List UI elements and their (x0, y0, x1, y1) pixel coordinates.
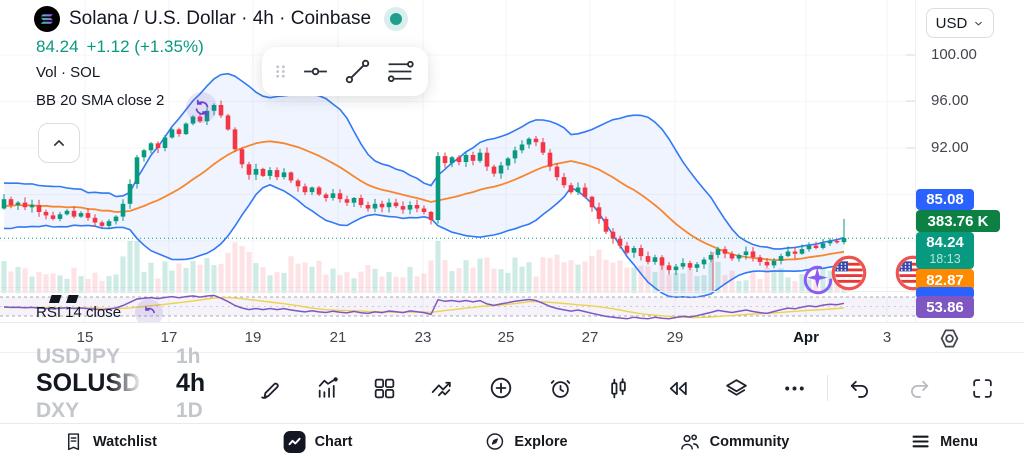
solana-logo-icon (34, 6, 60, 32)
wheel-timeframe[interactable]: 1D (176, 399, 203, 422)
nav-item-menu[interactable]: Menu (910, 431, 978, 452)
chevron-down-icon (975, 21, 983, 26)
ai-sparkle-icon[interactable] (801, 263, 835, 297)
price-tick-label: 92.00 (931, 139, 969, 156)
wheel-symbol[interactable]: SOLUSD (36, 369, 141, 397)
us-flag-event-icon[interactable] (831, 255, 867, 291)
last-price: 84.24 (36, 37, 79, 56)
bar-replay-button[interactable] (661, 372, 693, 404)
wheel-fade-overlay (108, 369, 154, 399)
wheel-timeframe[interactable]: 1h (176, 345, 201, 368)
nav-item-chart[interactable]: Chart (283, 431, 353, 453)
nav-label: Chart (314, 434, 353, 450)
alerts-button[interactable] (544, 372, 576, 404)
price-tick-label: 100.00 (931, 46, 977, 63)
bb-loading-sync-icon (186, 92, 217, 123)
redo-button (903, 372, 935, 404)
price-row: 84.24 +1.12 (+1.35%) (36, 37, 204, 57)
time-tick-label: 21 (329, 329, 347, 346)
volume-indicator-label[interactable]: Vol · SOL (36, 64, 101, 81)
chart-type-button[interactable] (602, 372, 634, 404)
bottom-navigation: Watchlist Chart Explore Community Menu (0, 423, 1024, 461)
price-chart-canvas[interactable] (0, 0, 915, 322)
multi-chart-arrows-button[interactable] (425, 372, 457, 404)
time-axis[interactable]: 15 17 19 21 23 25 27 29 Apr 3 (0, 322, 1024, 353)
fullscreen-button[interactable] (966, 372, 998, 404)
price-change: +1.12 (+1.35%) (86, 37, 204, 56)
time-tick-label: 15 (76, 329, 94, 346)
market-status-icon (384, 7, 409, 31)
bb-indicator-label[interactable]: BB 20 SMA close 2 (36, 92, 165, 109)
wheel-symbol[interactable]: USDJPY (36, 345, 121, 368)
watchlist-icon (63, 431, 84, 452)
time-tick-label: 17 (160, 329, 178, 346)
nav-label: Explore (514, 433, 568, 450)
community-icon (679, 431, 701, 453)
wheel-row-usdjpy[interactable]: USDJPY 1h (36, 345, 201, 369)
wheel-row-dxy[interactable]: DXY 1D (36, 399, 203, 423)
drag-handle-icon[interactable] (273, 63, 288, 80)
nav-label: Menu (940, 433, 978, 450)
more-button[interactable] (778, 372, 810, 404)
rsi-indicator-label[interactable]: RSI 14 close (36, 304, 122, 321)
undo-button[interactable] (843, 372, 875, 404)
explore-icon (484, 431, 505, 452)
nav-item-community[interactable]: Community (679, 431, 790, 453)
time-tick-label: 23 (414, 329, 432, 346)
us-flag-event-icon[interactable] (895, 255, 931, 291)
symbol-header[interactable]: Solana / U.S. Dollar · 4h · Coinbase (34, 6, 409, 32)
time-tick-label: 25 (497, 329, 515, 346)
axis-settings-gear-icon[interactable] (936, 325, 963, 352)
chart-icon (283, 431, 306, 453)
chevron-up-icon (54, 140, 64, 146)
wheel-timeframe[interactable]: 4h (176, 369, 206, 397)
nav-label: Watchlist (93, 433, 157, 450)
time-tick-label: 29 (666, 329, 684, 346)
horizontal-rays-tool-icon[interactable] (385, 57, 415, 86)
price-axis[interactable]: USD 100.00 96.00 92.00 (915, 0, 1024, 322)
nav-item-watchlist[interactable]: Watchlist (63, 431, 157, 452)
trend-line-tool-icon[interactable] (343, 57, 372, 86)
wheel-symbol[interactable]: DXY (36, 399, 80, 422)
time-tick-label: 3 (882, 329, 892, 346)
price-tick-label: 96.00 (931, 92, 969, 109)
currency-selector[interactable]: USD (926, 8, 994, 38)
symbol-interval-wheel[interactable]: USDJPY 1h SOLUSD 4h DXY 1D (36, 345, 248, 423)
chart-control-bar: USDJPY 1h SOLUSD 4h DXY 1D (0, 345, 1024, 423)
layers-button[interactable] (720, 372, 752, 404)
add-button[interactable] (485, 372, 517, 404)
time-tick-label: Apr (793, 329, 819, 346)
draw-button[interactable] (254, 372, 286, 404)
menu-icon (910, 431, 931, 452)
symbol-title[interactable]: Solana / U.S. Dollar · 4h · Coinbase (69, 8, 372, 29)
currency-label: USD (935, 14, 968, 32)
nav-label: Community (709, 434, 790, 450)
nav-item-explore[interactable]: Explore (484, 431, 568, 452)
indicators-button[interactable] (311, 372, 343, 404)
time-tick-label: 27 (581, 329, 599, 346)
drawing-tools-popup (262, 47, 428, 96)
horizontal-line-tool-icon[interactable] (301, 57, 330, 86)
layout-grid-button[interactable] (368, 372, 400, 404)
toolbar-divider (827, 375, 828, 401)
time-tick-label: 19 (244, 329, 262, 346)
collapse-header-button[interactable] (38, 123, 80, 163)
